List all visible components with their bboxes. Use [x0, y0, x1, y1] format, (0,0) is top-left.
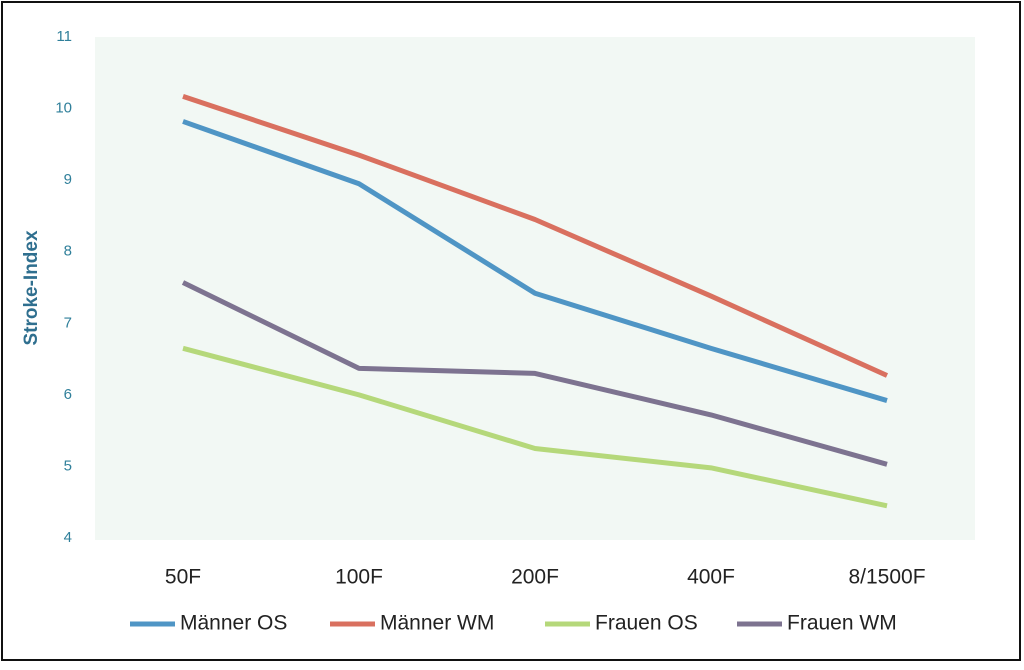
x-tick-label: 200F [511, 566, 559, 589]
y-tick-label: 8 [64, 243, 72, 260]
y-tick-label: 9 [64, 171, 72, 188]
y-tick-label: 7 [64, 314, 72, 331]
series-line [182, 119, 888, 403]
plot-area [95, 37, 975, 540]
legend-label: Frauen WM [787, 612, 897, 635]
y-tick-label: 11 [56, 28, 72, 45]
legend-label: Männer WM [380, 612, 494, 635]
legend-label: Männer OS [180, 612, 287, 635]
y-axis-label: Stroke-Index [21, 230, 42, 346]
y-tick-label: 5 [64, 457, 72, 474]
y-tick-label: 10 [55, 100, 72, 117]
x-tick-label: 50F [165, 566, 201, 589]
series-line [182, 94, 889, 378]
x-tick-label: 400F [687, 566, 735, 589]
x-tick-label: 100F [335, 566, 383, 589]
y-tick-label: 4 [64, 529, 72, 546]
y-tick-label: 6 [64, 386, 72, 403]
legend-label: Frauen OS [595, 612, 698, 635]
series-line [182, 345, 888, 509]
series-line [181, 280, 888, 467]
x-tick-label: 8/1500F [848, 566, 925, 589]
